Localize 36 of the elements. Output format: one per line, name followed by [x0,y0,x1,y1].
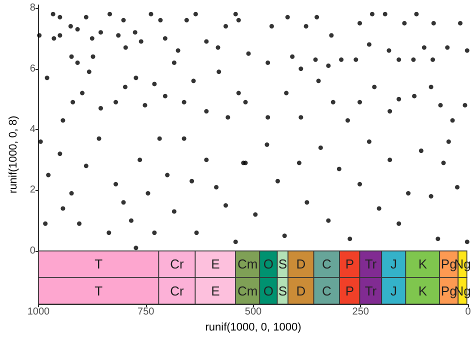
band-label: D [296,283,306,298]
band-label: P [345,256,354,272]
band-label: Tr [364,283,378,298]
band-label: Tr [364,256,378,272]
band-label: Cm [238,256,258,272]
band-label: P [345,283,354,298]
band-label: J [390,283,397,298]
band-label: J [390,256,397,272]
band-label: D [296,256,306,272]
x-tick-label: 250 [352,306,370,318]
band-label: Cm [238,283,258,298]
x-tick-label: 500 [244,306,262,318]
y-tick-label: 6 [30,63,36,74]
y-tick-label: 0 [30,245,36,256]
band-label: S [278,283,288,298]
x-tick-label: 0 [465,306,472,318]
band-label: K [418,283,428,298]
band-label: S [278,256,288,272]
band-label: C [322,283,332,298]
band-label: K [418,256,428,272]
band-label: Cr [170,283,185,298]
y-axis-title: runif(1000, 0, 8) [8,116,20,194]
y-tick-label: 8 [30,2,36,14]
band-label: Cr [170,256,185,272]
x-tick-label: 1000 [27,306,50,318]
band-label: T [94,256,103,272]
y-tick-label: 4 [30,124,36,135]
band-label: C [322,256,332,272]
band-label: E [211,283,220,298]
band-label: E [211,256,220,272]
band-label: T [94,283,103,298]
band-label: O [263,283,274,298]
y-tick-label: 2 [30,184,36,196]
x-tick-label: 750 [138,306,155,318]
x-axis-title: runif(1000, 0, 1000) [205,322,302,334]
band-label: O [263,256,274,272]
